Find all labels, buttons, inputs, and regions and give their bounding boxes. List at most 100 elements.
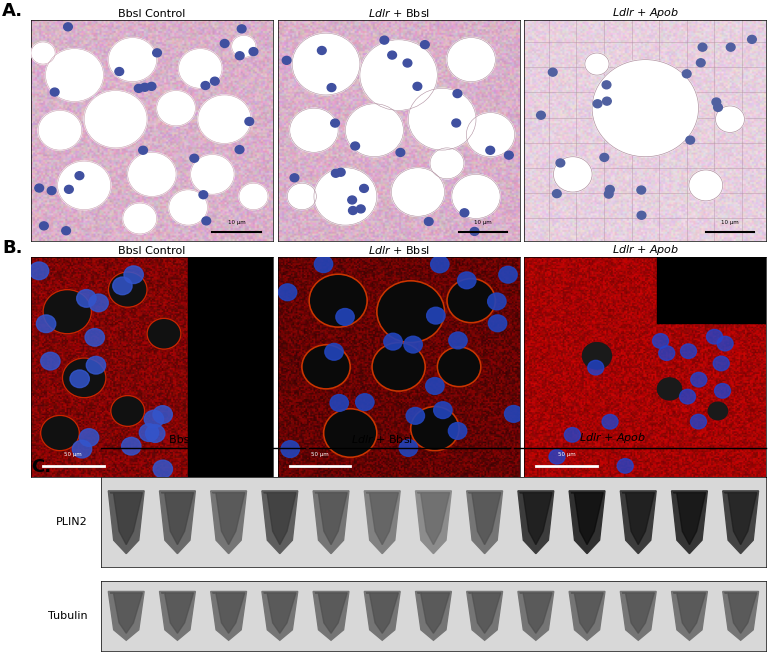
Circle shape — [115, 68, 124, 76]
Circle shape — [290, 174, 299, 182]
Circle shape — [29, 262, 49, 280]
Circle shape — [283, 56, 291, 64]
Circle shape — [357, 205, 365, 213]
Circle shape — [211, 77, 219, 85]
Text: $\it{Ldlr}$ + BbsI: $\it{Ldlr}$ + BbsI — [351, 433, 413, 445]
Polygon shape — [264, 493, 296, 544]
Circle shape — [281, 441, 300, 457]
Polygon shape — [110, 593, 142, 633]
Circle shape — [714, 384, 731, 398]
Circle shape — [309, 274, 367, 327]
Circle shape — [449, 332, 467, 349]
Circle shape — [43, 290, 91, 334]
Circle shape — [111, 396, 145, 426]
Circle shape — [411, 406, 459, 451]
Circle shape — [447, 38, 495, 82]
Polygon shape — [571, 493, 603, 544]
Circle shape — [169, 190, 207, 225]
Circle shape — [63, 23, 72, 31]
Circle shape — [617, 459, 633, 473]
Text: 10 μm: 10 μm — [228, 220, 245, 225]
Circle shape — [404, 336, 423, 353]
Circle shape — [726, 43, 735, 51]
Circle shape — [505, 151, 513, 159]
Circle shape — [420, 41, 430, 48]
Circle shape — [201, 82, 210, 90]
Polygon shape — [213, 593, 245, 633]
Title: $\it{Ldlr}$ + $\it{Apob}$: $\it{Ldlr}$ + $\it{Apob}$ — [611, 242, 679, 256]
Circle shape — [57, 161, 111, 210]
Circle shape — [403, 59, 412, 67]
Circle shape — [602, 414, 618, 429]
Polygon shape — [622, 493, 654, 544]
Circle shape — [424, 218, 433, 226]
Polygon shape — [108, 491, 144, 554]
Circle shape — [325, 343, 343, 360]
Circle shape — [41, 416, 79, 451]
Text: 50 μm: 50 μm — [558, 452, 576, 457]
Polygon shape — [569, 491, 605, 554]
Circle shape — [388, 51, 396, 59]
Text: BbsI Control: BbsI Control — [170, 435, 237, 445]
Circle shape — [470, 228, 479, 236]
Circle shape — [144, 410, 163, 428]
Circle shape — [380, 36, 389, 44]
Polygon shape — [672, 592, 707, 640]
Circle shape — [430, 148, 464, 179]
Circle shape — [336, 309, 354, 325]
Circle shape — [85, 329, 104, 346]
Circle shape — [593, 100, 602, 108]
Circle shape — [292, 33, 360, 95]
Circle shape — [47, 187, 56, 195]
Polygon shape — [569, 592, 605, 640]
Polygon shape — [264, 593, 296, 633]
Circle shape — [377, 281, 444, 343]
Polygon shape — [313, 592, 349, 640]
Circle shape — [426, 378, 444, 394]
Polygon shape — [366, 493, 399, 544]
Polygon shape — [365, 491, 400, 554]
Polygon shape — [161, 593, 194, 633]
Circle shape — [64, 185, 74, 193]
Circle shape — [430, 256, 449, 273]
Circle shape — [587, 361, 604, 375]
Circle shape — [348, 207, 358, 214]
Circle shape — [652, 334, 669, 348]
Text: 10 μm: 10 μm — [721, 220, 739, 225]
Circle shape — [452, 119, 461, 127]
Circle shape — [330, 394, 348, 411]
Polygon shape — [467, 592, 502, 640]
Circle shape — [433, 402, 452, 418]
Circle shape — [585, 53, 609, 75]
Circle shape — [302, 345, 350, 389]
Circle shape — [582, 343, 611, 369]
Circle shape — [556, 159, 565, 167]
Circle shape — [714, 104, 722, 112]
Circle shape — [35, 184, 43, 192]
Polygon shape — [672, 491, 707, 554]
Circle shape — [351, 142, 359, 150]
Circle shape — [689, 170, 723, 201]
Circle shape — [314, 168, 377, 225]
Circle shape — [287, 183, 317, 210]
Polygon shape — [723, 592, 759, 640]
Circle shape — [600, 153, 608, 161]
Circle shape — [89, 294, 108, 311]
Polygon shape — [315, 593, 348, 633]
Circle shape — [279, 284, 296, 301]
Circle shape — [153, 460, 173, 478]
Circle shape — [536, 112, 546, 119]
Polygon shape — [519, 593, 552, 633]
Circle shape — [680, 389, 696, 404]
Polygon shape — [724, 593, 757, 633]
Circle shape — [657, 378, 682, 400]
Circle shape — [190, 154, 199, 162]
Circle shape — [453, 90, 462, 98]
Title: BbsI Control: BbsI Control — [118, 246, 186, 256]
Circle shape — [553, 190, 561, 198]
Circle shape — [698, 43, 707, 51]
Circle shape — [330, 119, 340, 127]
Circle shape — [122, 438, 141, 455]
Circle shape — [717, 336, 733, 351]
Polygon shape — [366, 593, 399, 633]
